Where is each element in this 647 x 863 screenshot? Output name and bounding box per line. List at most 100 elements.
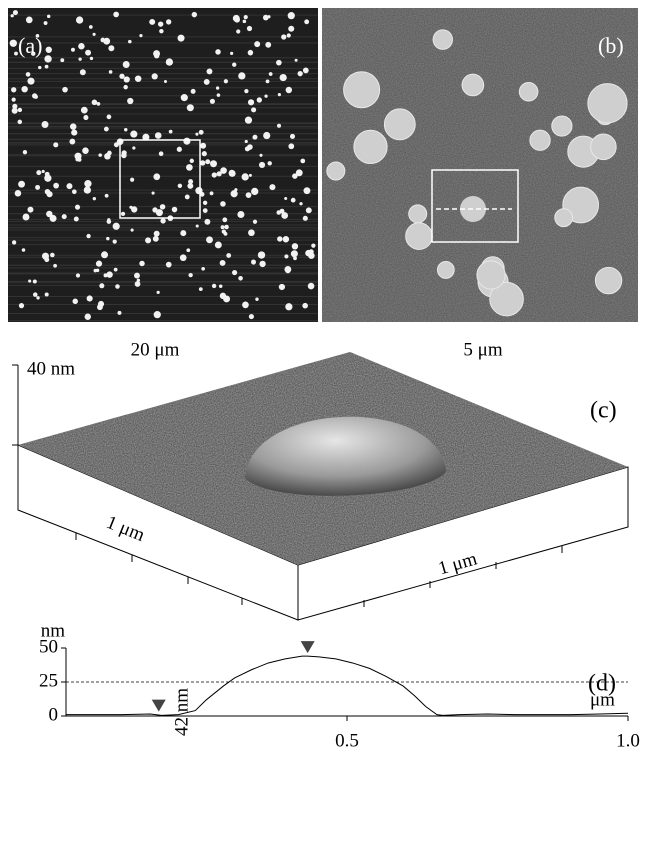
particle [42, 121, 49, 128]
particle [135, 281, 141, 287]
particle [253, 136, 257, 140]
particle [44, 21, 48, 25]
particle [131, 229, 134, 232]
particle [90, 57, 93, 60]
particle [295, 59, 298, 62]
particle [130, 131, 137, 138]
particle [204, 79, 210, 85]
particle [154, 53, 159, 58]
particle [245, 140, 248, 143]
particle [153, 173, 160, 180]
particle [188, 273, 192, 277]
particle [210, 191, 214, 195]
particle [27, 78, 34, 85]
particle [327, 162, 345, 180]
particle [93, 197, 96, 200]
particle [71, 130, 77, 136]
particle [216, 86, 219, 89]
particle [254, 41, 260, 47]
panel-label: (b) [598, 33, 624, 58]
particle [21, 86, 27, 92]
particle [107, 115, 112, 120]
particle [155, 132, 162, 139]
particle [159, 151, 164, 156]
particle [109, 70, 113, 74]
particle [131, 206, 137, 212]
particle [291, 250, 298, 257]
particle [117, 311, 121, 315]
particle [154, 231, 160, 237]
particle [42, 170, 45, 173]
particle [205, 159, 210, 164]
particle [107, 151, 112, 156]
particle [202, 151, 207, 156]
particle [47, 15, 50, 18]
particle [242, 302, 249, 309]
particle [237, 211, 244, 218]
particle [249, 174, 252, 177]
y-tick-label: 0 [49, 704, 59, 725]
particle [76, 273, 80, 277]
particle [258, 251, 265, 258]
particle [249, 314, 254, 319]
panel-label: (d) [588, 671, 616, 697]
particle [18, 181, 25, 188]
particle [215, 241, 222, 248]
particle [251, 188, 258, 195]
particle [60, 58, 64, 62]
particle [183, 138, 190, 145]
particle [50, 253, 55, 258]
y-tick-label: 25 [39, 670, 58, 691]
particle [245, 117, 252, 124]
particle [306, 207, 312, 213]
particle [26, 72, 31, 77]
particle [224, 225, 229, 230]
particle [588, 84, 627, 123]
particle [33, 292, 38, 297]
particle [160, 218, 165, 223]
particle [281, 34, 286, 39]
particle [72, 299, 78, 305]
particle [217, 171, 222, 176]
particle [219, 285, 222, 288]
particle [42, 253, 49, 260]
particle [221, 225, 225, 229]
particle [200, 143, 206, 149]
particle [172, 207, 178, 213]
particle [101, 251, 108, 258]
particle [164, 80, 167, 83]
particle [74, 216, 79, 221]
particle [12, 240, 16, 244]
particle [232, 63, 236, 67]
particle [280, 209, 285, 214]
particle [78, 43, 85, 50]
particle [308, 283, 315, 290]
particle [299, 202, 302, 205]
particle [114, 268, 118, 272]
particle [180, 254, 187, 261]
particle [160, 204, 166, 210]
particle [267, 15, 270, 18]
particle [12, 97, 16, 101]
particle [199, 287, 203, 291]
panel-label: (c) [590, 398, 617, 424]
particle [247, 26, 252, 31]
particle [232, 270, 237, 275]
particle [210, 99, 215, 104]
particle [22, 248, 26, 252]
particle [12, 104, 17, 109]
particle [200, 160, 205, 165]
particle [303, 187, 310, 194]
particle [242, 173, 249, 180]
particle [277, 124, 281, 128]
particle [10, 40, 17, 47]
particle [302, 303, 308, 309]
particle [132, 146, 135, 149]
particle [303, 216, 308, 221]
particle [552, 116, 572, 136]
particle [186, 164, 193, 171]
particle [11, 87, 16, 92]
particle [121, 212, 125, 216]
particle [191, 89, 196, 94]
particle [53, 264, 57, 268]
